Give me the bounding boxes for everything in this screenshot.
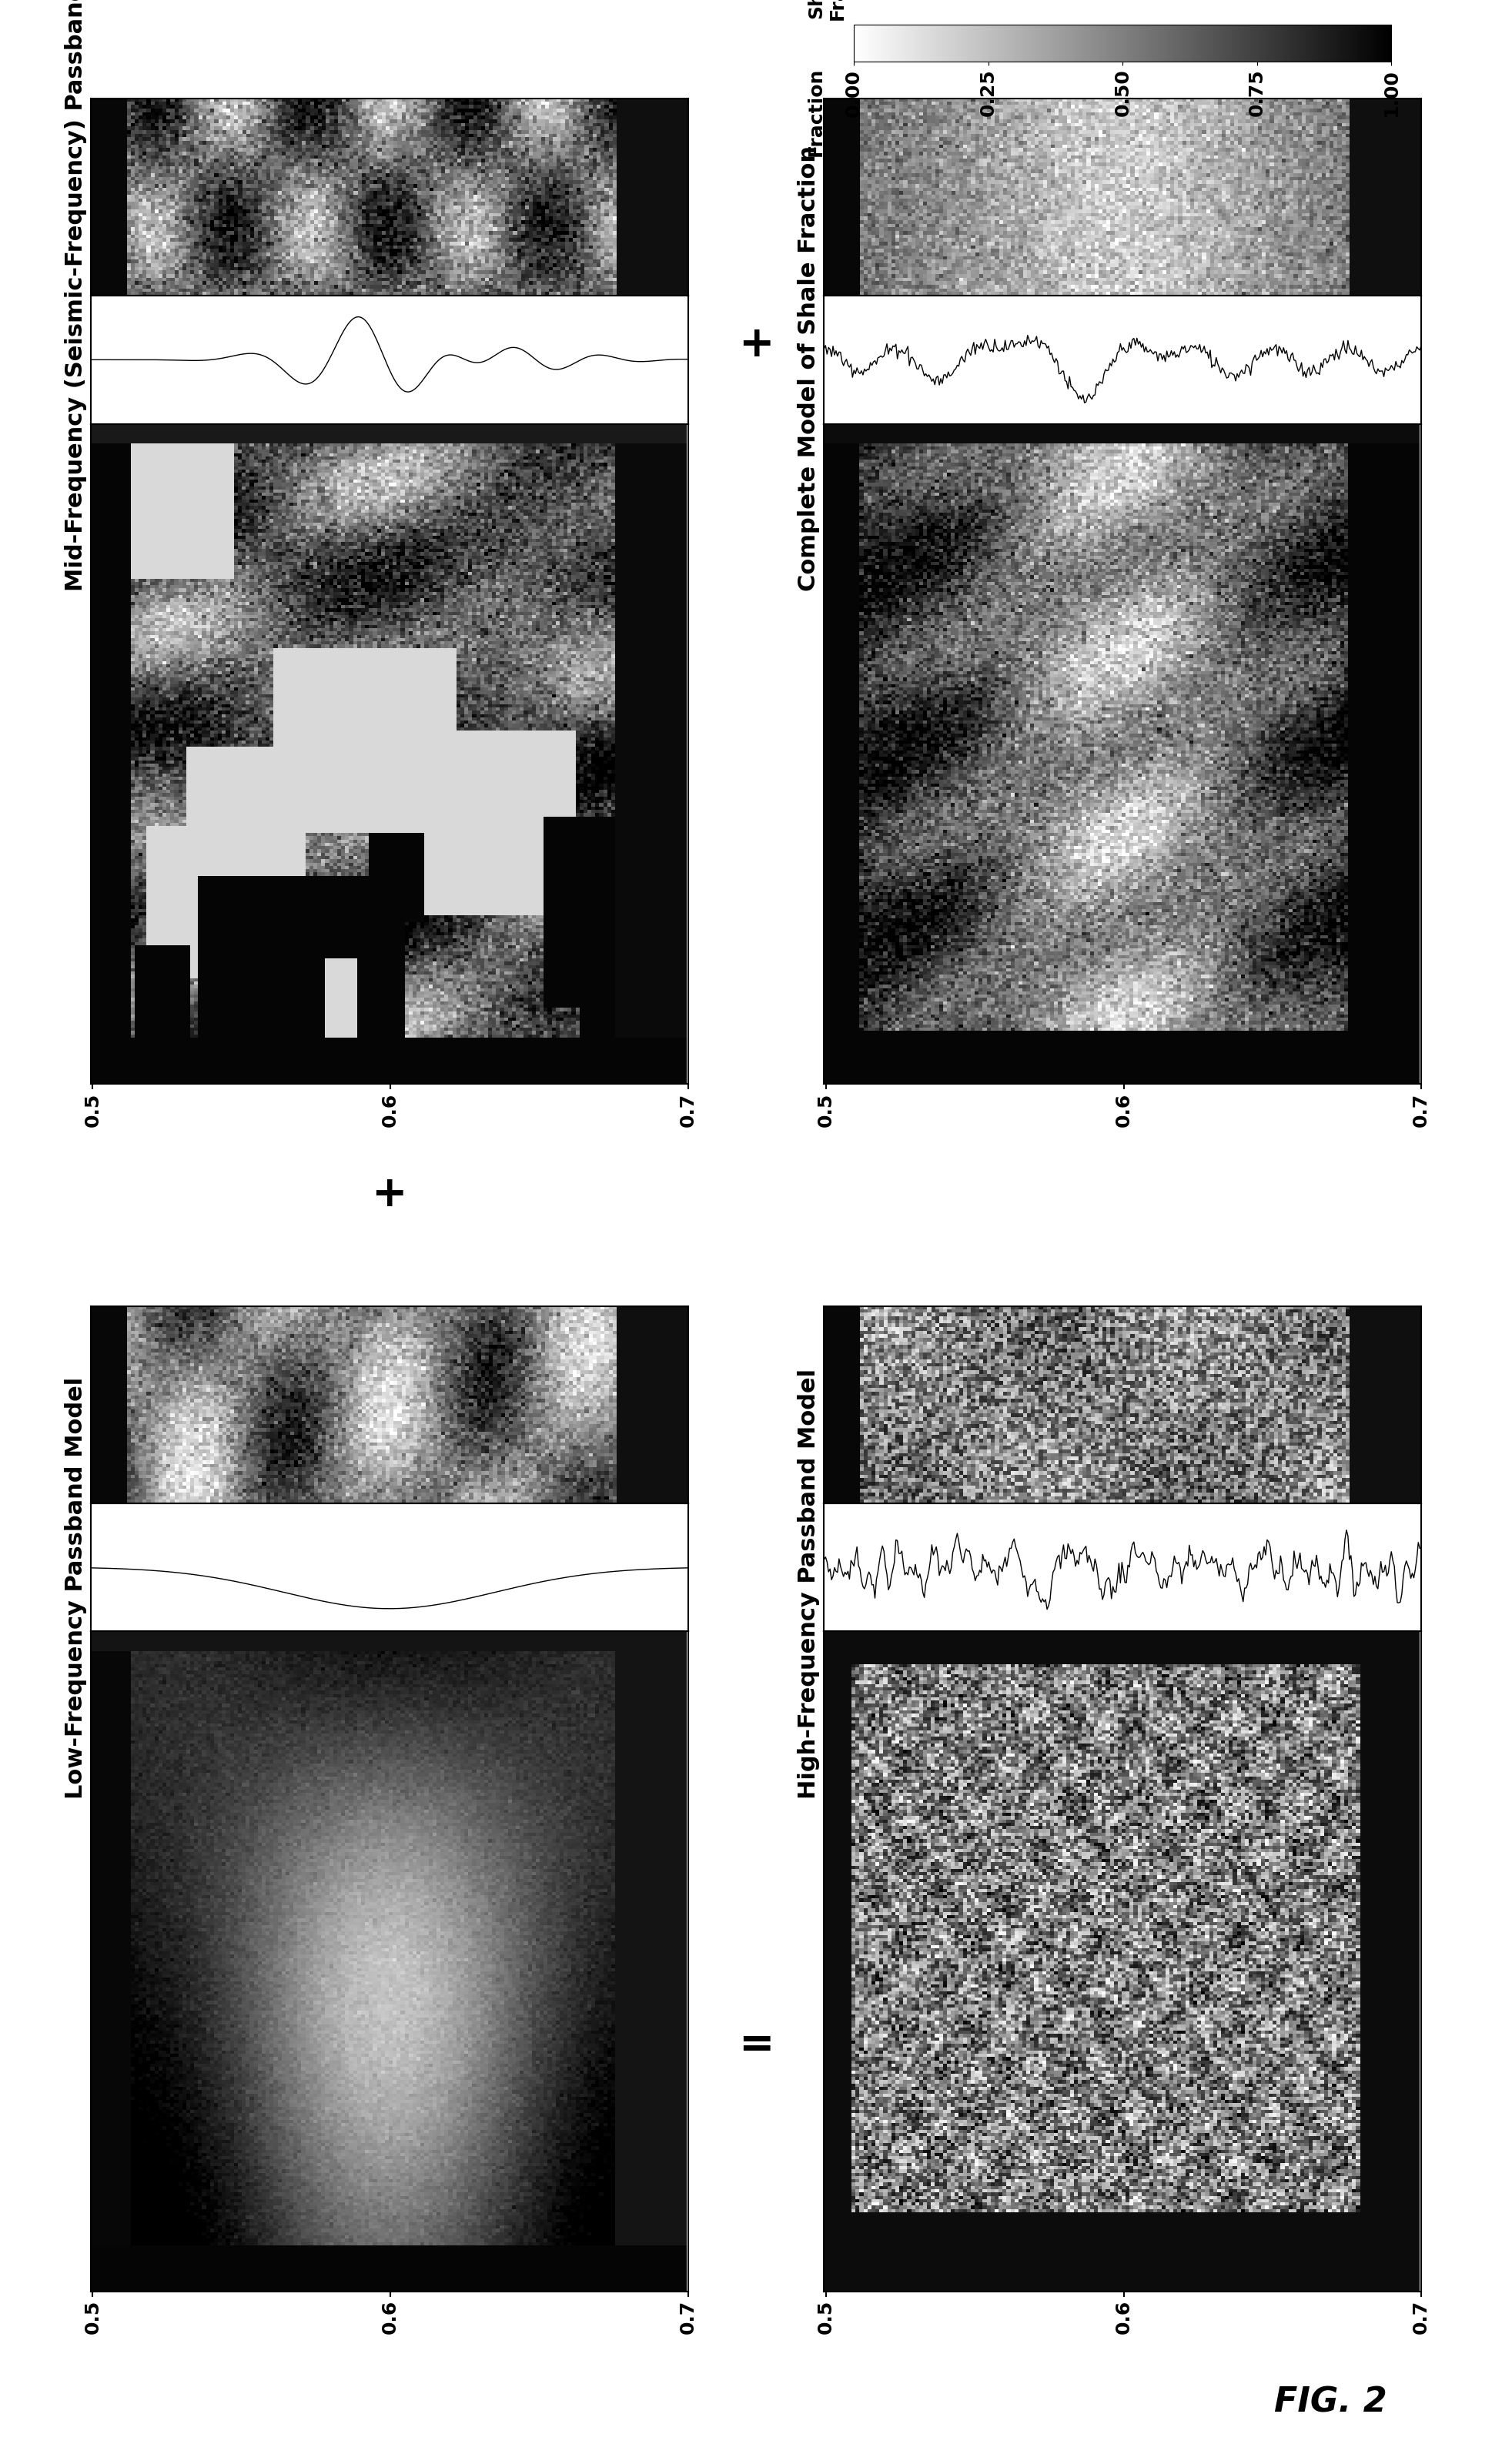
Text: High-Frequency Passband Model: High-Frequency Passband Model [798, 1368, 820, 1799]
Text: +: + [738, 325, 774, 365]
Text: FIG. 2: FIG. 2 [1275, 2385, 1387, 2420]
Text: Fraction: Fraction [829, 0, 847, 20]
Text: Mid-Frequency (Seismic-Frequency) Passband Model: Mid-Frequency (Seismic-Frequency) Passba… [65, 0, 86, 591]
Text: Shale: Shale [807, 0, 826, 20]
Text: Complete Model of Shale Fraction: Complete Model of Shale Fraction [798, 145, 820, 591]
Text: Low-Frequency Passband Model: Low-Frequency Passband Model [65, 1377, 86, 1799]
Text: +: + [372, 1175, 407, 1215]
Text: Fraction: Fraction [807, 69, 826, 158]
Text: =: = [738, 2025, 774, 2065]
